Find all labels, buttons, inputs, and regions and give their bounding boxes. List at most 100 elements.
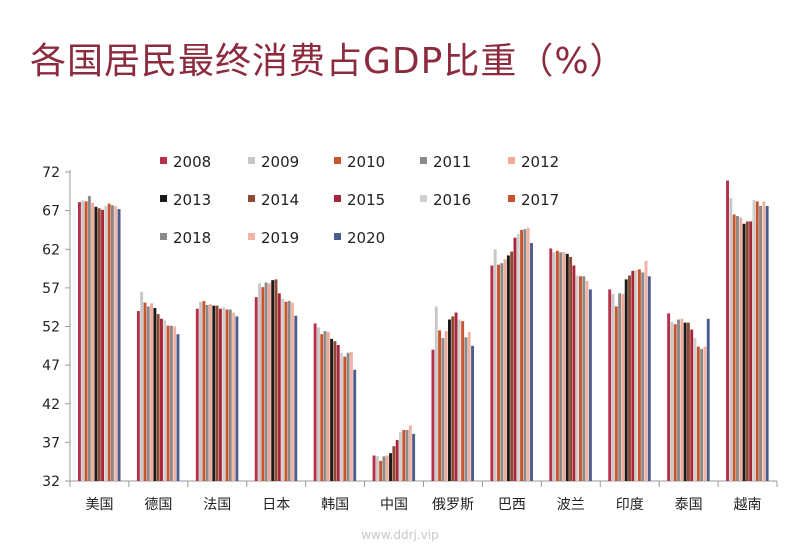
bar-2012-波兰: [562, 252, 566, 481]
y-tick-label: 47: [42, 358, 60, 374]
bar-2012-中国: [385, 455, 389, 481]
y-tick-label: 52: [42, 320, 60, 336]
bar-2017-俄罗斯: [461, 321, 465, 481]
bar-2014-法国: [215, 305, 219, 481]
bar-2013-越南: [742, 223, 746, 481]
bar-2010-波兰: [555, 250, 559, 481]
bar-2020-法国: [235, 316, 239, 481]
legend-swatch-2016: [420, 195, 427, 202]
legend-label-2010: 2010: [347, 153, 385, 171]
bar-2020-中国: [412, 433, 416, 481]
bar-2010-德国: [143, 302, 147, 481]
bar-2020-美国: [117, 209, 121, 481]
x-tick-label: 俄罗斯: [432, 497, 474, 513]
bar-2016-越南: [752, 199, 756, 481]
x-tick-label: 韩国: [321, 497, 349, 513]
legend-label-2020: 2020: [347, 229, 385, 247]
legend-label-2017: 2017: [521, 191, 559, 209]
bar-2017-美国: [107, 203, 111, 482]
bar-2019-巴西: [526, 227, 530, 481]
bar-2013-美国: [94, 206, 98, 481]
bar-2014-德国: [156, 314, 160, 481]
bar-2017-泰国: [696, 346, 700, 481]
bar-2009-德国: [140, 291, 144, 481]
legend-swatch-2013: [160, 195, 167, 202]
legend-swatch-2020: [334, 233, 341, 240]
bar-2008-波兰: [549, 248, 553, 481]
bar-2011-美国: [87, 195, 91, 481]
bar-2010-美国: [84, 201, 88, 482]
bar-2019-中国: [408, 425, 412, 481]
x-tick-label: 巴西: [498, 497, 526, 513]
bar-2014-俄罗斯: [451, 316, 455, 481]
chart-bars: [78, 180, 769, 482]
bar-2017-法国: [225, 309, 229, 481]
bar-2008-韩国: [313, 323, 317, 481]
legend-label-2019: 2019: [261, 229, 299, 247]
bar-2018-法国: [228, 309, 232, 481]
bar-2018-巴西: [523, 229, 527, 481]
y-tick-label: 62: [42, 242, 60, 258]
bar-2010-泰国: [673, 324, 677, 481]
bar-2011-越南: [735, 216, 739, 481]
bar-2008-俄罗斯: [431, 349, 435, 481]
x-tick-label: 波兰: [557, 497, 585, 513]
legend-swatch-2011: [420, 157, 427, 164]
legend-swatch-2014: [248, 195, 255, 202]
bar-2016-俄罗斯: [457, 319, 461, 481]
bar-2012-美国: [91, 202, 95, 481]
bar-2015-日本: [277, 293, 281, 481]
legend-swatch-2008: [160, 157, 167, 164]
bar-2020-巴西: [530, 243, 533, 481]
bar-2018-越南: [759, 205, 762, 482]
bar-2014-印度: [628, 275, 631, 481]
bar-2017-德国: [166, 325, 170, 481]
bar-2009-印度: [611, 294, 615, 481]
x-tick-label: 印度: [616, 497, 644, 513]
bar-2020-越南: [765, 205, 769, 482]
bar-2008-美国: [78, 202, 81, 481]
bar-2008-日本: [254, 297, 258, 481]
bar-2013-波兰: [565, 253, 569, 481]
bar-2015-中国: [395, 440, 399, 481]
bar-2018-中国: [405, 430, 409, 481]
bar-2016-美国: [104, 205, 108, 482]
bar-2013-巴西: [506, 255, 510, 481]
legend-label-2013: 2013: [173, 191, 211, 209]
bar-2013-日本: [271, 280, 275, 481]
bar-2020-韩国: [353, 369, 357, 481]
bar-2019-韩国: [349, 351, 353, 481]
bar-2015-法国: [218, 308, 222, 481]
legend-label-2011: 2011: [433, 153, 471, 171]
bar-2016-韩国: [340, 352, 343, 481]
bar-2010-俄罗斯: [438, 330, 442, 481]
x-tick-label: 泰国: [675, 497, 703, 513]
bar-2014-中国: [392, 446, 396, 481]
bar-2012-巴西: [503, 259, 507, 481]
bar-2011-巴西: [500, 263, 504, 481]
bar-2010-法国: [202, 301, 206, 481]
bar-2015-俄罗斯: [454, 312, 458, 481]
bar-2008-印度: [608, 289, 612, 481]
bar-2020-印度: [647, 276, 651, 481]
bar-2020-俄罗斯: [471, 345, 475, 481]
legend-swatch-2017: [508, 195, 515, 202]
bar-2013-韩国: [330, 338, 334, 481]
bar-2015-巴西: [513, 237, 517, 481]
bar-2011-中国: [382, 456, 386, 481]
watermark-text: www.ddrj.vip: [361, 528, 439, 542]
y-tick-label: 42: [42, 397, 60, 413]
bar-2009-俄罗斯: [434, 306, 438, 481]
bar-2015-韩国: [336, 345, 340, 481]
bar-2011-波兰: [559, 252, 563, 481]
legend-label-2016: 2016: [433, 191, 471, 209]
bar-2018-泰国: [700, 348, 704, 481]
y-tick-label: 32: [42, 474, 60, 490]
bar-2009-法国: [199, 301, 203, 481]
bar-2015-越南: [749, 221, 753, 481]
bar-2009-中国: [375, 456, 379, 481]
bar-2019-泰国: [703, 346, 707, 481]
bar-2010-中国: [379, 460, 383, 481]
bar-2008-德国: [136, 311, 140, 481]
